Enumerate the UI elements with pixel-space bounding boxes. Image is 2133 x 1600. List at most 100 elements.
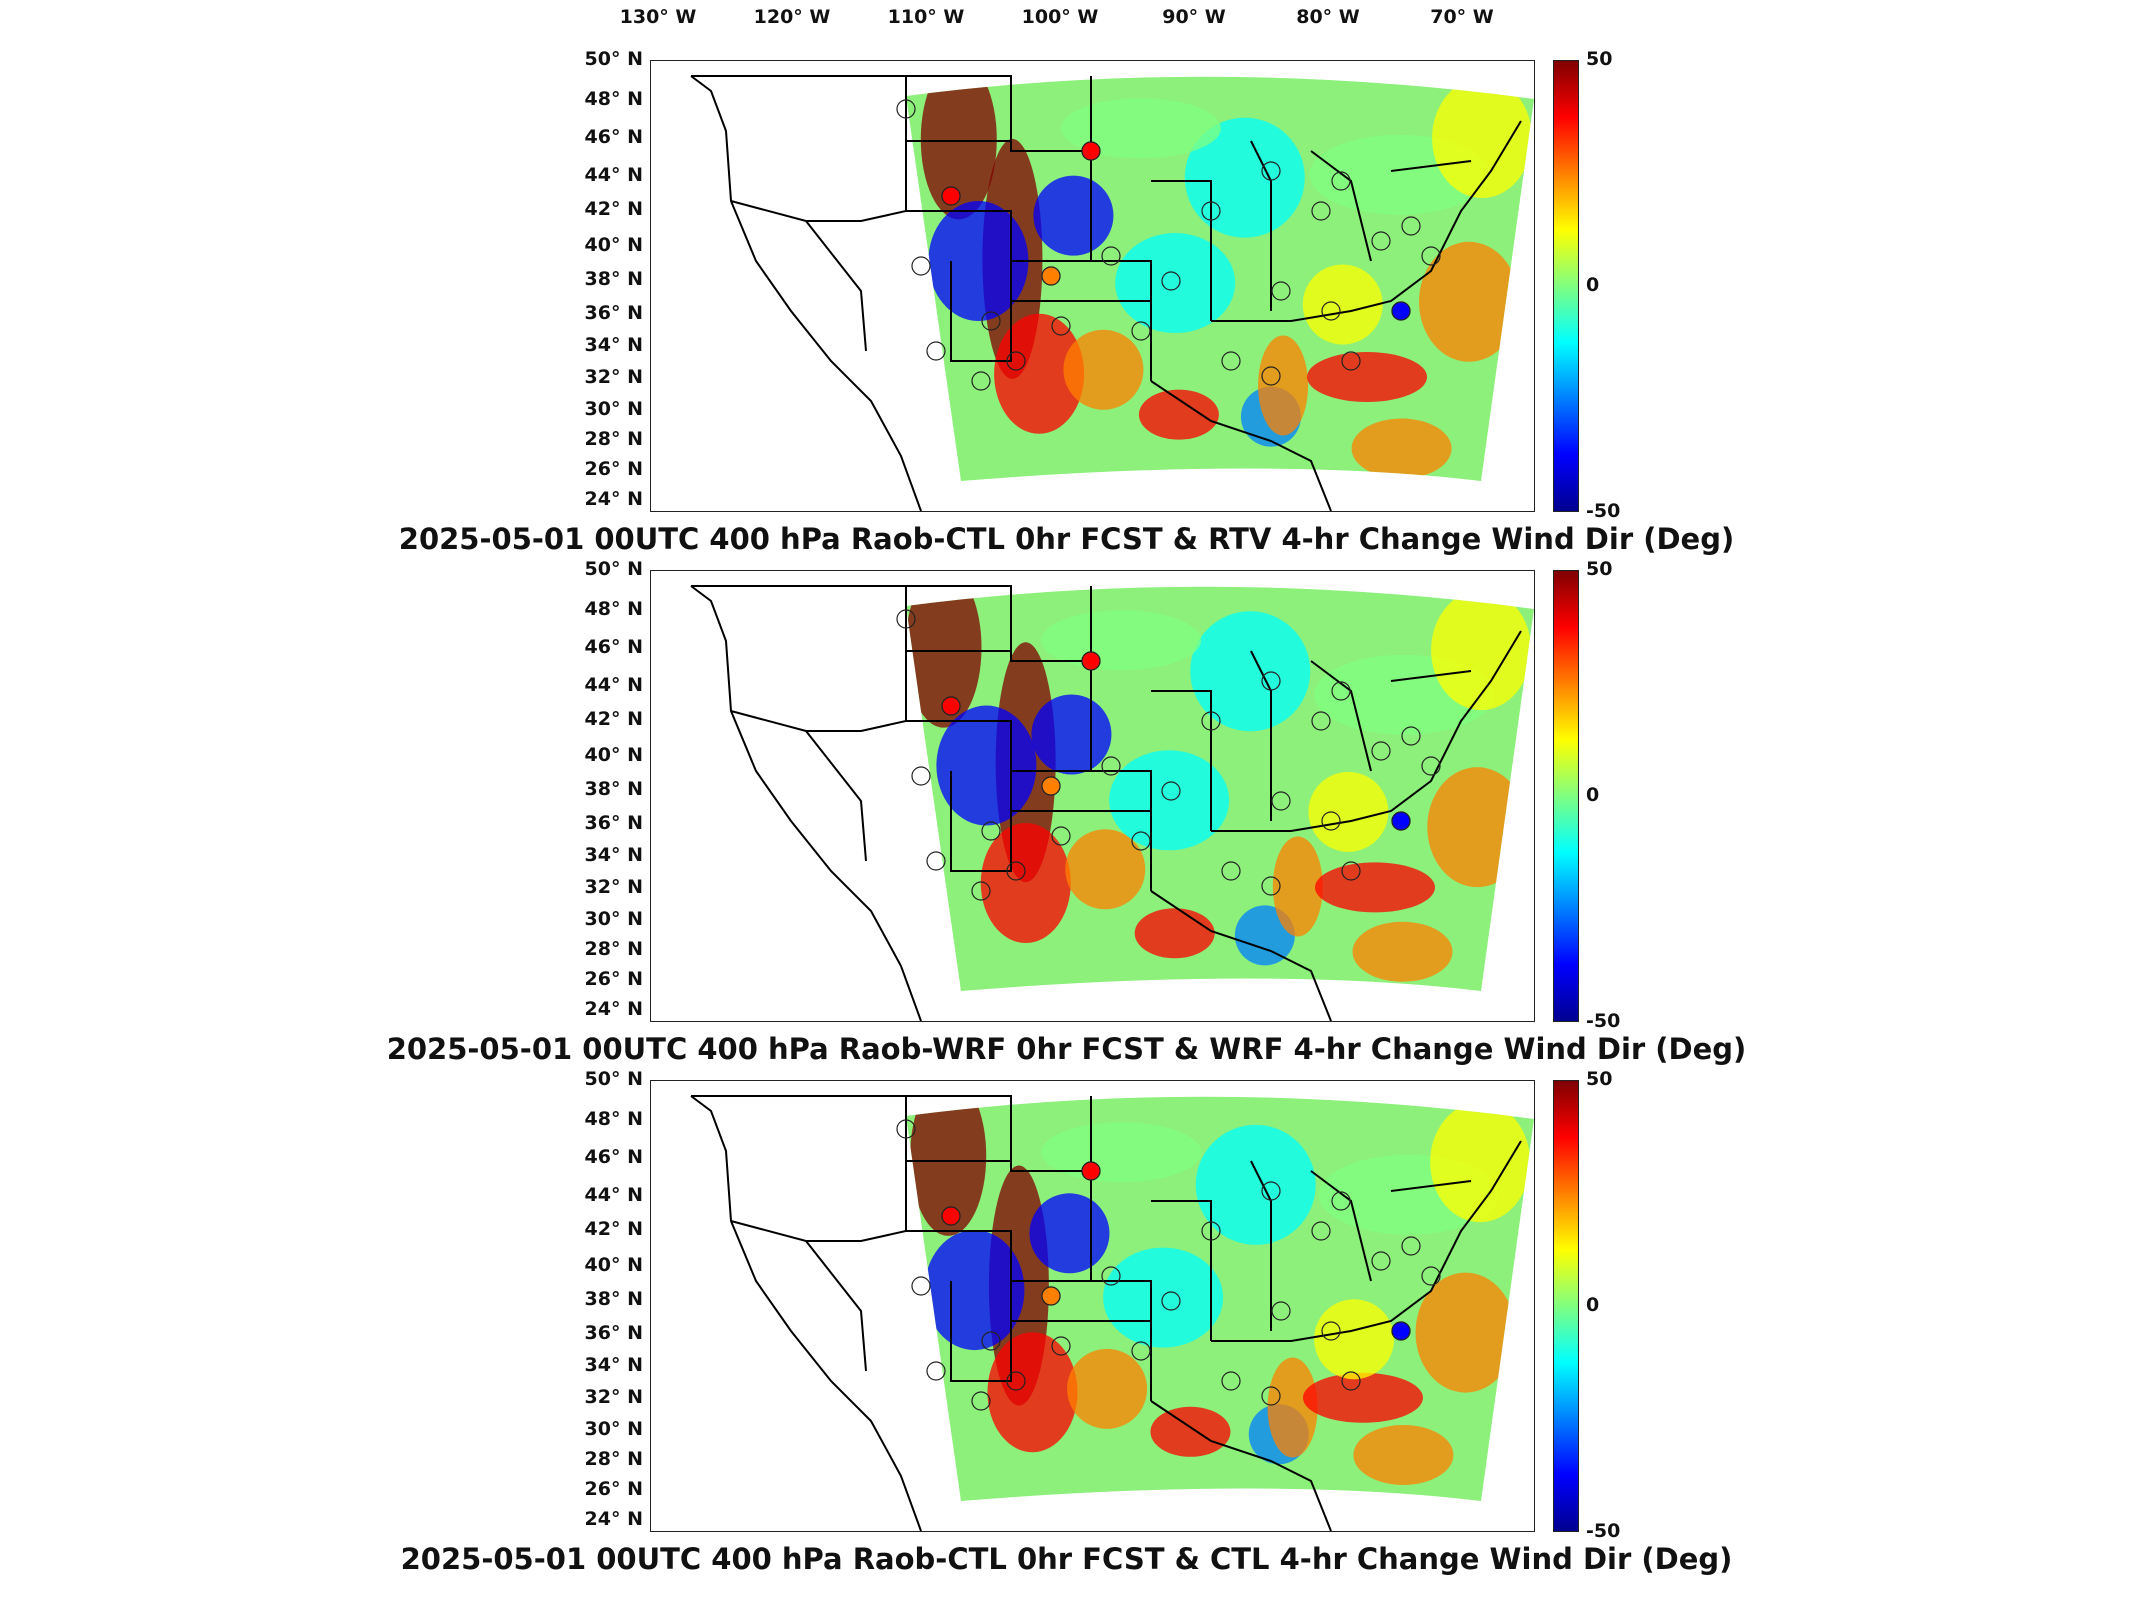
station-marker (1331, 171, 1351, 191)
station-marker (1261, 1386, 1281, 1406)
station-marker (1101, 246, 1121, 266)
field-blob (1267, 1357, 1318, 1458)
field-blob (1184, 117, 1305, 238)
station-marker (1371, 231, 1391, 251)
station-marker (1401, 1236, 1421, 1256)
station-marker (1261, 366, 1281, 386)
field-blob (1134, 908, 1215, 959)
field-blob (987, 1332, 1078, 1453)
field-blob (1431, 590, 1532, 711)
field-blob (1430, 1102, 1531, 1223)
station-marker (1131, 831, 1151, 851)
field-blob (928, 201, 1029, 322)
lat-label: 32° N (584, 366, 643, 388)
lat-label: 30° N (584, 1418, 643, 1440)
field-blob (1307, 352, 1428, 403)
lat-label: 46° N (584, 1146, 643, 1168)
lat-label: 42° N (584, 708, 643, 730)
field-blob (910, 1096, 987, 1236)
station-marker (1321, 301, 1341, 321)
station-marker (1371, 741, 1391, 761)
station-marker-filled (941, 696, 961, 716)
field-blob (1115, 233, 1236, 334)
lat-label: 48° N (584, 88, 643, 110)
station-marker-filled (941, 1206, 961, 1226)
field-blob (1352, 921, 1453, 982)
station-marker (1331, 1191, 1351, 1211)
field-blob (1272, 836, 1323, 937)
field-blob (1302, 264, 1383, 345)
colorbar-mid-label: 0 (1586, 784, 1600, 806)
panel-title: 2025-05-01 00UTC 400 hPa Raob-CTL 0hr FC… (398, 522, 1735, 556)
field-blob (906, 586, 982, 728)
station-marker (1401, 726, 1421, 746)
field-blob (1415, 1272, 1516, 1393)
field-blob (1029, 1193, 1110, 1274)
field-blob (1031, 694, 1112, 775)
lat-label: 46° N (584, 636, 643, 658)
station-marker (981, 311, 1001, 331)
station-marker (896, 99, 916, 119)
station-marker-filled (1081, 1161, 1101, 1181)
colorbar (1553, 1080, 1579, 1532)
field-blob (1419, 241, 1520, 362)
station-marker (1271, 281, 1291, 301)
field-blob (1302, 1372, 1423, 1423)
colorbar-min-label: -50 (1586, 1520, 1621, 1542)
field-blob (1060, 98, 1221, 159)
colorbar-max-label: 50 (1586, 558, 1613, 580)
station-marker-filled (1391, 1321, 1411, 1341)
station-marker (1161, 1291, 1181, 1311)
lon-label: 90° W (1162, 6, 1226, 28)
field-blob (1427, 767, 1528, 888)
colorbar-min-label: -50 (1586, 500, 1621, 522)
lat-label: 34° N (584, 844, 643, 866)
lat-label: 32° N (584, 876, 643, 898)
state-boundaries (690, 585, 1522, 1021)
field-blob (1033, 175, 1114, 256)
station-marker (911, 766, 931, 786)
lat-label: 40° N (584, 744, 643, 766)
lat-label: 24° N (584, 1508, 643, 1530)
station-marker (1321, 811, 1341, 831)
lat-label: 38° N (584, 1288, 643, 1310)
station-marker-filled (1081, 651, 1101, 671)
station-marker (896, 1119, 916, 1139)
station-marker (911, 1276, 931, 1296)
station-marker (1051, 826, 1071, 846)
field-blob (994, 313, 1085, 434)
station-marker (1221, 861, 1241, 881)
station-marker (1311, 1221, 1331, 1241)
lon-label: 100° W (1021, 6, 1099, 28)
colorbar-min-label: -50 (1586, 1010, 1621, 1032)
field-blob (1138, 389, 1219, 440)
lat-label: 38° N (584, 268, 643, 290)
lat-label: 30° N (584, 398, 643, 420)
lat-label: 48° N (584, 1108, 643, 1130)
station-marker (1401, 216, 1421, 236)
map-field-svg (690, 1095, 1534, 1531)
station-marker (1051, 316, 1071, 336)
lat-label: 28° N (584, 938, 643, 960)
field-blob (1195, 1124, 1316, 1245)
field-blob (1351, 418, 1452, 479)
field-blob (1353, 1424, 1454, 1485)
station-marker (1341, 861, 1361, 881)
colorbar-mid-label: 0 (1586, 274, 1600, 296)
lat-label: 26° N (584, 1478, 643, 1500)
map-field-svg (690, 585, 1534, 1021)
lon-label: 130° W (619, 6, 697, 28)
station-marker-filled (1041, 266, 1061, 286)
lat-label: 50° N (584, 1068, 643, 1090)
lat-label: 38° N (584, 778, 643, 800)
field-blob (1041, 1122, 1202, 1183)
station-marker (1161, 271, 1181, 291)
lat-label: 32° N (584, 1386, 643, 1408)
station-marker (1271, 791, 1291, 811)
station-marker (1161, 781, 1181, 801)
station-marker (971, 881, 991, 901)
lat-label: 40° N (584, 1254, 643, 1276)
wind-field (906, 76, 1534, 481)
field-blob (1041, 610, 1202, 671)
lat-label: 30° N (584, 908, 643, 930)
